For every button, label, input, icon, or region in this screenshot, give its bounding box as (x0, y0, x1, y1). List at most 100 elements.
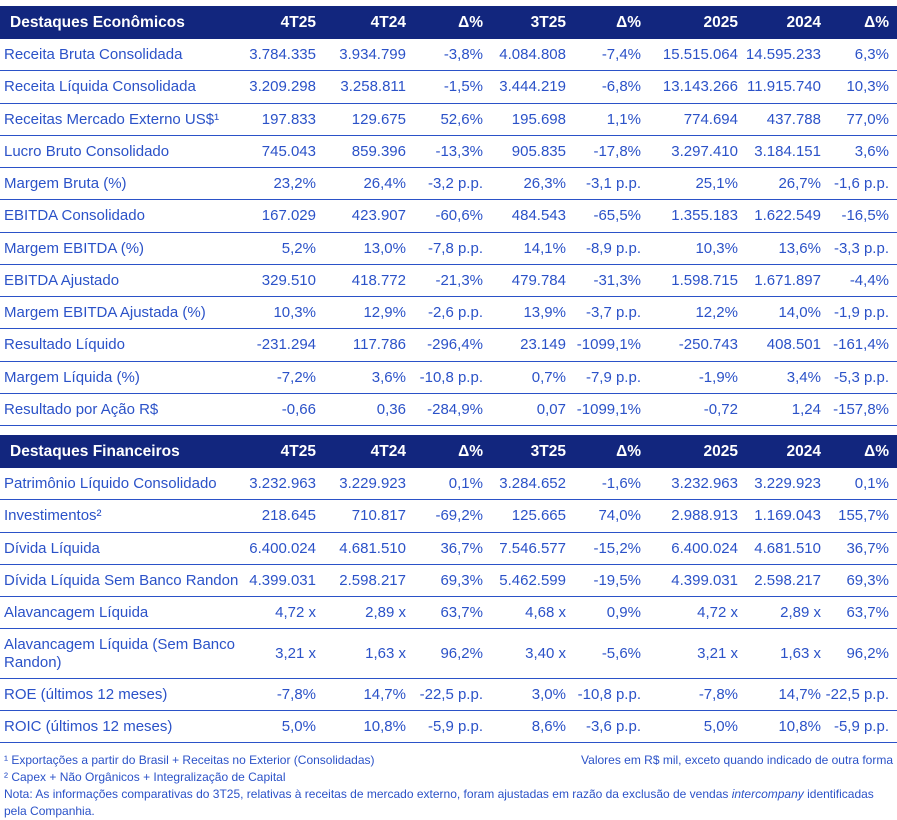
cell-2: -3,8% (406, 39, 483, 72)
cell-4: 0,9% (566, 596, 641, 630)
cell-3: 484.543 (483, 199, 566, 233)
cell-5: 6.400.024 (641, 532, 738, 565)
cell-6: 14,7% (738, 678, 821, 712)
cell-0: -7,2% (240, 361, 316, 394)
table-row: Alavancagem Líquida 4,72 x 2,89 x 63,7% 4,68… (0, 596, 897, 630)
row-label: Dívida Líquida (0, 532, 240, 565)
cell-6: 1.671.897 (738, 264, 821, 298)
tables-container: Destaques Econômicos 4T25 4T24 Δ% 3T25 Δ% 2025… (0, 6, 897, 744)
row-label: Receitas Mercado Externo US$¹ (0, 103, 240, 136)
cell-6: 3,4% (738, 361, 821, 394)
column-header-7: Δ% (821, 6, 897, 40)
cell-2: 0,1% (406, 468, 483, 501)
cell-5: 4.399.031 (641, 564, 738, 598)
cell-5: 774.694 (641, 103, 738, 136)
cell-2: -7,8 p.p. (406, 232, 483, 265)
cell-0: 218.645 (240, 499, 316, 533)
row-label: Margem EBITDA (%) (0, 232, 240, 265)
table-row: Receita Bruta Consolidada 3.784.335 3.934.… (0, 39, 897, 72)
column-header-3: 3T25 (483, 435, 566, 469)
cell-5: 12,2% (641, 296, 738, 330)
cell-6: 3.184.151 (738, 135, 821, 169)
cell-0: 6.400.024 (240, 532, 316, 565)
cell-1: 710.817 (316, 499, 406, 533)
cell-4: -8,9 p.p. (566, 232, 641, 265)
row-label: Margem Líquida (%) (0, 361, 240, 394)
table-row: Margem EBITDA Ajustada (%) 10,3% 12,9% -2,6… (0, 296, 897, 330)
column-header-3: 3T25 (483, 6, 566, 40)
nota-text-italic: intercompany (731, 786, 804, 801)
header-row: Destaques Econômicos 4T25 4T24 Δ% 3T25 Δ% 2025… (0, 6, 897, 40)
cell-4: 1,1% (566, 103, 641, 136)
cell-5: -0,72 (641, 393, 738, 427)
cell-7: 0,1% (821, 468, 897, 501)
cell-6: 14.595.233 (738, 39, 821, 72)
cell-6: 10,8% (738, 710, 821, 744)
values-currency-note: Valores em R$ mil, exceto quando indicad… (581, 753, 893, 768)
column-header-6: 2024 (738, 435, 821, 469)
cell-7: -3,3 p.p. (821, 232, 897, 265)
cell-2: -1,5% (406, 70, 483, 104)
row-label: Resultado Líquido (0, 328, 240, 362)
column-header-0: 4T25 (240, 6, 316, 40)
cell-0: 329.510 (240, 264, 316, 298)
row-label: ROIC (últimos 12 meses) (0, 710, 240, 744)
cell-1: 14,7% (316, 678, 406, 712)
cell-4: -7,4% (566, 39, 641, 72)
cell-0: 4,72 x (240, 596, 316, 630)
cell-6: 2.598.217 (738, 564, 821, 598)
table-row: Alavancagem Líquida (Sem Banco Randon) 3,… (0, 628, 897, 679)
cell-5: 10,3% (641, 232, 738, 265)
cell-4: -7,9 p.p. (566, 361, 641, 394)
table-0: Destaques Econômicos 4T25 4T24 Δ% 3T25 Δ% 2025… (0, 6, 897, 427)
cell-7: 6,3% (821, 39, 897, 72)
footnotes: ¹ Exportações a partir do Brasil + Recei… (0, 752, 897, 819)
cell-4: -15,2% (566, 532, 641, 565)
cell-2: 63,7% (406, 596, 483, 630)
cell-7: -5,3 p.p. (821, 361, 897, 394)
cell-4: -6,8% (566, 70, 641, 104)
cell-2: -284,9% (406, 393, 483, 427)
cell-2: -13,3% (406, 135, 483, 169)
cell-0: 4.399.031 (240, 564, 316, 598)
cell-1: 13,0% (316, 232, 406, 265)
table-row: Margem Bruta (%) 23,2% 26,4% -3,2 p.p. 26,3%… (0, 167, 897, 201)
table-row: Investimentos² 218.645 710.817 -69,2% 125.66… (0, 499, 897, 533)
cell-4: -10,8 p.p. (566, 678, 641, 712)
cell-4: -5,6% (566, 628, 641, 679)
cell-6: 1,24 (738, 393, 821, 427)
cell-5: 5,0% (641, 710, 738, 744)
cell-3: 905.835 (483, 135, 566, 169)
cell-7: -4,4% (821, 264, 897, 298)
cell-3: 8,6% (483, 710, 566, 744)
cell-1: 129.675 (316, 103, 406, 136)
cell-2: -22,5 p.p. (406, 678, 483, 712)
cell-4: -3,1 p.p. (566, 167, 641, 201)
cell-3: 4.084.808 (483, 39, 566, 72)
cell-5: -1,9% (641, 361, 738, 394)
cell-0: 167.029 (240, 199, 316, 233)
cell-1: 2,89 x (316, 596, 406, 630)
table-row: Receitas Mercado Externo US$¹ 197.833 129.… (0, 103, 897, 136)
cell-3: 13,9% (483, 296, 566, 330)
row-label: Receita Líquida Consolidada (0, 70, 240, 104)
column-header-2: Δ% (406, 435, 483, 469)
cell-1: 10,8% (316, 710, 406, 744)
table-title: Destaques Econômicos (0, 6, 240, 40)
cell-5: 3.297.410 (641, 135, 738, 169)
cell-1: 26,4% (316, 167, 406, 201)
footnote-capex: ² Capex + Não Orgânicos + Integralização… (4, 770, 286, 785)
row-label: EBITDA Ajustado (0, 264, 240, 298)
footnote-nota: Nota: As informações comparativas do 3T2… (4, 786, 893, 820)
cell-3: 3.444.219 (483, 70, 566, 104)
cell-1: 3.934.799 (316, 39, 406, 72)
cell-6: 2,89 x (738, 596, 821, 630)
cell-4: -3,6 p.p. (566, 710, 641, 744)
cell-1: 2.598.217 (316, 564, 406, 598)
cell-0: 3,21 x (240, 628, 316, 679)
column-header-5: 2025 (641, 435, 738, 469)
row-label: Lucro Bruto Consolidado (0, 135, 240, 169)
cell-1: 418.772 (316, 264, 406, 298)
table-row: Receita Líquida Consolidada 3.209.298 3.25… (0, 70, 897, 104)
